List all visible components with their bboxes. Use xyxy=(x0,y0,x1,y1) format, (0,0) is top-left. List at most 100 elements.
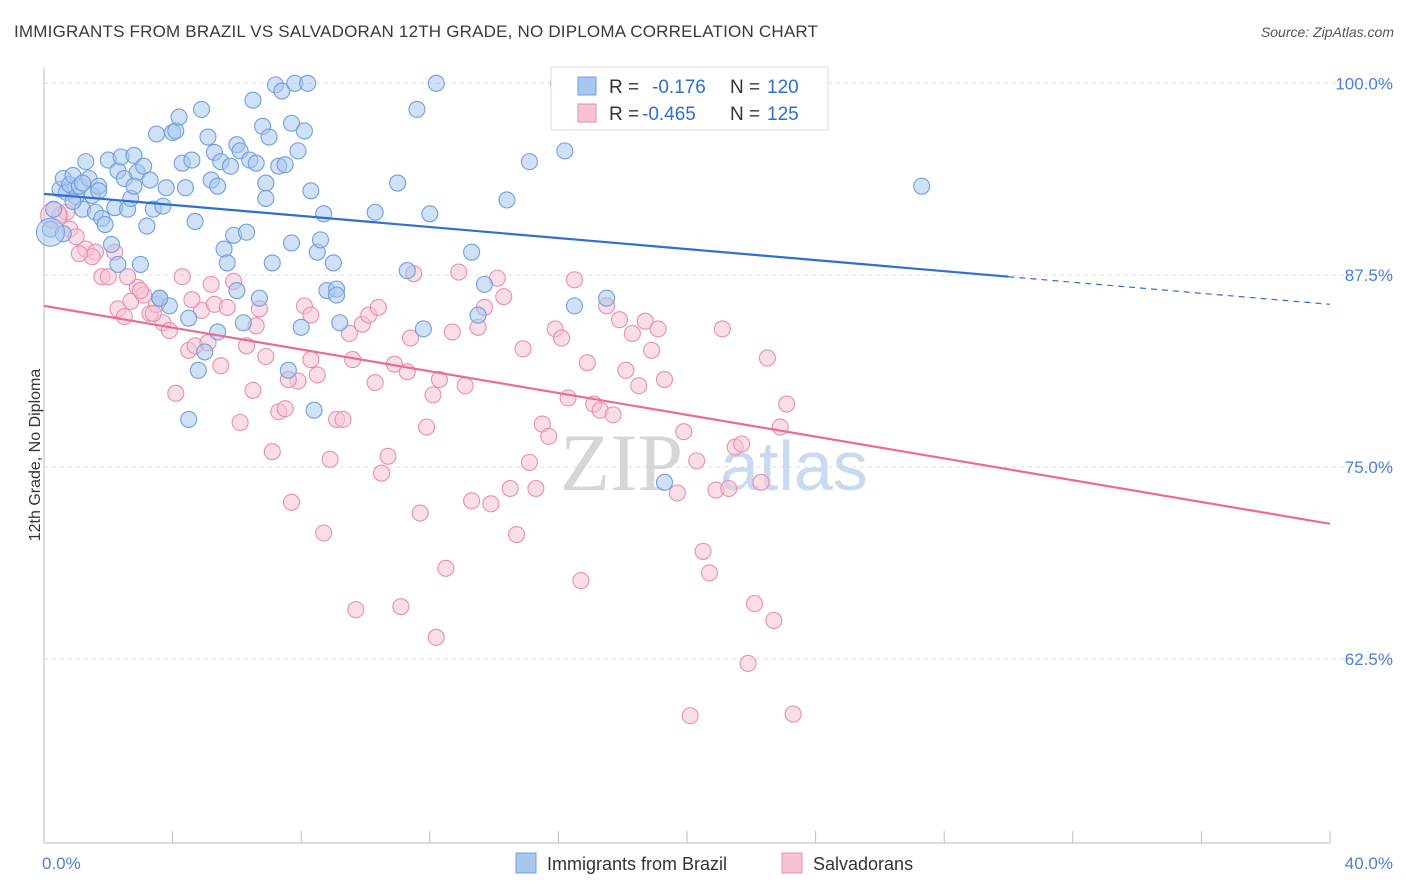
legend-swatch-brazil xyxy=(577,76,597,96)
x-tick-label-0: 0.0% xyxy=(42,854,81,873)
brazil-point-100 xyxy=(520,153,539,171)
brazil-trendline-extension xyxy=(1008,276,1331,305)
salvadorans-point-111 xyxy=(778,395,796,413)
salvadorans-point-44 xyxy=(347,601,365,619)
brazil-point-106 xyxy=(913,177,931,195)
brazil-point-113 xyxy=(74,174,92,192)
brazil-point-103 xyxy=(565,297,584,315)
salvadorans-point-91 xyxy=(649,320,667,338)
brazil-point-80 xyxy=(302,182,320,200)
brazil-points xyxy=(35,74,931,491)
salvadorans-point-115 xyxy=(401,329,420,347)
salvadorans-point-78 xyxy=(565,271,584,289)
salvadorans-point-113 xyxy=(427,628,445,646)
legend-swatch-salvadorans xyxy=(577,103,597,123)
salvadorans-point-16 xyxy=(167,384,185,402)
salvadorans-point-77 xyxy=(559,389,577,407)
salvadorans-point-68 xyxy=(501,479,519,498)
brazil-trendline xyxy=(43,192,1009,278)
brazil-point-10 xyxy=(77,153,95,171)
salvadorans-point-97 xyxy=(688,452,706,470)
brazil-point-42 xyxy=(180,309,198,327)
y-tick-labels: 100.0% 87.5% 75.0% 62.5% xyxy=(1335,74,1393,668)
brazil-point-34 xyxy=(154,197,172,215)
brazil-point-105 xyxy=(655,473,674,491)
salvadorans-point-125 xyxy=(70,245,88,263)
series-legend: Immigrants from Brazil Salvadorans xyxy=(515,852,913,874)
salvadorans-point-48 xyxy=(373,464,391,482)
salvadorans-point-98 xyxy=(694,542,712,560)
brazil-point-46 xyxy=(192,100,211,118)
salvadorans-point-109 xyxy=(765,611,783,630)
brazil-point-93 xyxy=(414,320,432,338)
brazil-point-35 xyxy=(157,179,175,197)
legend-n-value-brazil: 120 xyxy=(767,77,799,98)
salvadorans-points xyxy=(40,74,802,725)
brazil-point-63 xyxy=(247,154,265,172)
brazil-point-cluster xyxy=(35,217,65,247)
brazil-point-25 xyxy=(125,146,143,165)
salvadorans-point-24 xyxy=(218,298,236,316)
brazil-point-47 xyxy=(196,343,214,361)
salvadorans-point-58 xyxy=(437,559,455,577)
bottom-legend-swatch-brazil xyxy=(515,852,537,874)
salvadorans-point-72 xyxy=(527,479,545,498)
salvadorans-point-69 xyxy=(508,525,526,544)
bottom-legend-swatch-salvadorans xyxy=(781,852,803,874)
watermark: ZIP atlas xyxy=(560,417,868,508)
salvadorans-point-99 xyxy=(700,564,719,582)
salvadorans-point-86 xyxy=(617,361,635,379)
salvadorans-point-80 xyxy=(578,354,596,372)
salvadorans-point-70 xyxy=(514,340,532,358)
salvadorans-point-90 xyxy=(643,341,661,359)
watermark-zip: ZIP xyxy=(560,417,683,508)
brazil-point-73 xyxy=(279,361,297,379)
brazil-point-29 xyxy=(138,217,156,235)
salvadorans-point-17 xyxy=(173,268,191,286)
salvadorans-point-92 xyxy=(655,370,674,389)
salvadorans-point-87 xyxy=(623,324,641,343)
salvadorans-point-88 xyxy=(630,377,648,395)
brazil-point-114 xyxy=(125,177,143,195)
salvadorans-point-54 xyxy=(411,504,429,522)
brazil-point-97 xyxy=(469,306,487,324)
salvadorans-point-57 xyxy=(430,370,448,389)
salvadorans-point-116 xyxy=(302,306,320,324)
salvadorans-point-105 xyxy=(739,654,757,672)
brazil-point-81 xyxy=(305,401,323,419)
brazil-point-18 xyxy=(102,235,121,254)
brazil-point-94 xyxy=(421,205,439,223)
salvadorans-point-33 xyxy=(276,400,294,418)
brazil-point-99 xyxy=(498,191,516,209)
brazil-point-39 xyxy=(170,108,188,126)
salvadorans-point-23 xyxy=(212,357,230,375)
brazil-point-107 xyxy=(180,410,198,428)
salvadorans-point-30 xyxy=(257,347,275,366)
legend-r-label-brazil: R = xyxy=(609,77,639,98)
brazil-point-48 xyxy=(199,128,217,146)
salvadorans-point-79 xyxy=(572,572,590,590)
salvadorans-point-71 xyxy=(520,453,539,471)
salvadorans-trendline xyxy=(43,304,1331,525)
brazil-point-59 xyxy=(234,314,252,332)
x-tick-labels: 0.0% 40.0% xyxy=(42,854,1393,873)
salvadorans-point-26 xyxy=(231,413,249,432)
brazil-point-115 xyxy=(209,323,227,341)
brazil-point-77 xyxy=(292,318,310,336)
salvadorans-point-40 xyxy=(321,450,339,468)
salvadorans-point-76 xyxy=(553,329,571,347)
brazil-point-62 xyxy=(244,91,262,109)
brazil-point-55 xyxy=(221,157,240,175)
salvadorans-point-56 xyxy=(424,386,442,404)
brazil-point-30 xyxy=(141,171,159,189)
salvadorans-point-114 xyxy=(369,298,387,316)
brazil-point-91 xyxy=(398,262,416,280)
brazil-point-27 xyxy=(131,255,149,273)
brazil-point-86 xyxy=(324,254,342,272)
y-tick-label-1: 87.5% xyxy=(1345,266,1393,285)
salvadorans-point-120 xyxy=(144,304,162,323)
brazil-point-110 xyxy=(90,182,108,200)
salvadorans-point-38 xyxy=(308,366,326,384)
brazil-point-88 xyxy=(331,314,349,332)
